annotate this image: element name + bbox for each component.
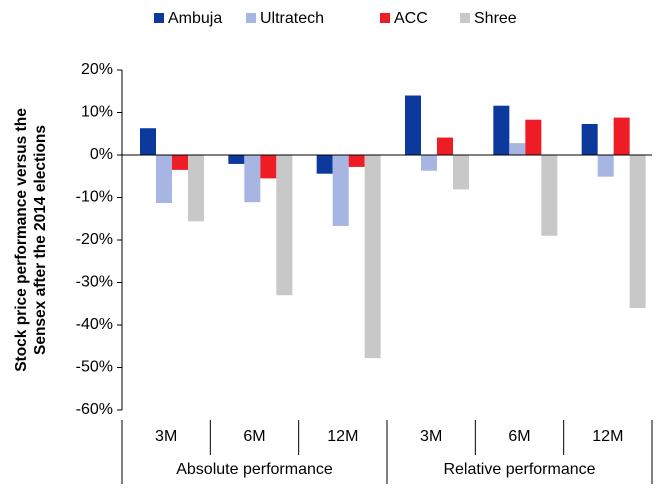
bar [493,105,510,155]
bar [316,155,333,174]
y-tick-label: -20% [76,231,113,248]
y-tick-label: 20% [81,61,113,78]
y-tick-label: 0% [90,146,113,163]
x-tick-label: 3M [155,428,177,445]
bar [276,155,293,296]
bar [613,117,630,155]
y-tick-label: -50% [76,359,113,376]
group-label: Absolute performance [176,461,333,478]
bar [541,155,558,236]
y-tick-label: -60% [76,401,113,418]
bar [156,155,172,204]
legend-label: ACC [394,10,428,27]
bar [228,155,245,164]
legend-label: Ultratech [260,10,324,27]
bar [348,155,365,167]
y-tick-label: -10% [76,189,113,206]
bar [453,155,469,190]
x-tick-label: 6M [508,428,530,445]
x-tick-label: 3M [420,428,442,445]
bar [405,95,421,155]
bar [188,155,204,222]
x-tick-label: 12M [592,428,623,445]
bar [509,143,526,155]
legend-swatch [380,13,390,23]
bar [597,155,614,177]
y-axis-label: Stock price performance versus the [13,108,30,372]
bar [172,155,188,170]
x-tick-label: 12M [327,428,358,445]
legend-swatch [154,13,164,23]
bar [437,137,453,155]
bar [260,155,277,179]
legend-swatch [246,13,256,23]
bar [140,128,156,155]
group-label: Relative performance [443,461,595,478]
bar [629,155,646,308]
legend-label: Shree [474,10,517,27]
y-tick-label: -30% [76,274,113,291]
y-tick-label: 10% [81,104,113,121]
bar [421,155,437,171]
y-tick-label: -40% [76,316,113,333]
legend-swatch [460,13,470,23]
bar [332,155,349,226]
bar [244,155,261,203]
bar [525,119,542,155]
legend-label: Ambuja [168,10,222,27]
y-axis-label: Sensex after the 2014 elections [32,125,49,355]
bar [364,155,381,359]
x-tick-label: 6M [243,428,265,445]
bar [581,123,598,155]
